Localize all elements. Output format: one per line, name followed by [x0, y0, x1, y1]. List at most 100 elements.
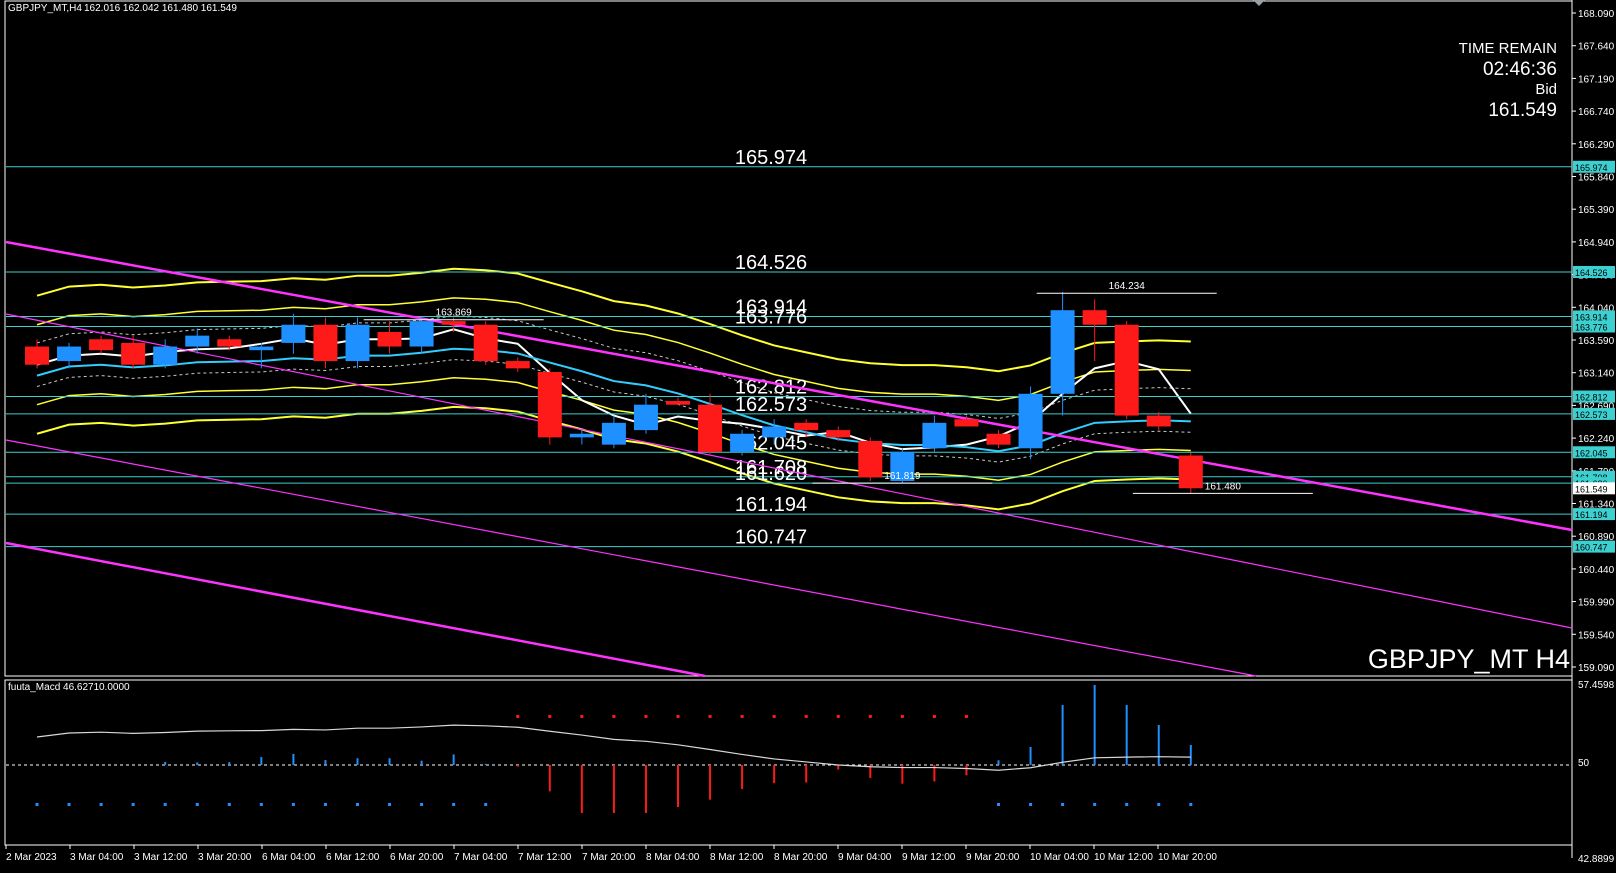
- price-level-tag: [1573, 482, 1615, 495]
- price-tick-label: 166.740: [1578, 107, 1615, 118]
- macd-axis-label: 50: [1578, 758, 1590, 769]
- indicator-value: 0.0000: [99, 682, 130, 693]
- price-level-tag: [1573, 160, 1615, 173]
- macd-signal-dot: [1093, 803, 1097, 806]
- extreme-marker-label: 164.234: [1109, 281, 1146, 292]
- time-tick-label: 9 Mar 20:00: [966, 852, 1020, 863]
- candle-body: [569, 433, 594, 438]
- extreme-marker-label: 163.869: [436, 308, 473, 319]
- macd-signal-dot: [291, 803, 295, 806]
- macd-signal-dot: [644, 715, 648, 718]
- price-level-tag-label: 165.974: [1575, 163, 1608, 173]
- price-tick-label: 160.440: [1578, 565, 1615, 576]
- macd-signal-dot: [740, 715, 744, 718]
- candle-body: [1178, 455, 1203, 489]
- macd-signal-dot: [1061, 803, 1065, 806]
- level-label: 164.526: [735, 252, 807, 274]
- level-label: 160.747: [735, 527, 807, 549]
- time-tick-label: 6 Mar 04:00: [262, 852, 316, 863]
- candle-body: [601, 422, 626, 445]
- price-level-tag: [1573, 540, 1615, 553]
- price-tick-label: 159.990: [1578, 598, 1615, 609]
- candle-body: [57, 346, 82, 362]
- candle-body: [922, 422, 947, 449]
- price-level-tag: [1573, 390, 1615, 403]
- level-label: 161.194: [735, 494, 807, 516]
- price-level-tag-label: 160.747: [1575, 543, 1608, 553]
- scroll-marker-icon: [1253, 0, 1265, 6]
- macd-signal-dot: [676, 715, 680, 718]
- price-tick-label: 159.090: [1578, 663, 1615, 674]
- time-tick-label: 7 Mar 20:00: [582, 852, 636, 863]
- macd-signal-dot: [997, 803, 1000, 806]
- price-level-tag: [1573, 265, 1615, 278]
- macd-signal-dot: [900, 715, 904, 718]
- candle-body: [249, 346, 274, 351]
- macd-signal-dot: [804, 715, 808, 718]
- level-label: 161.620: [735, 463, 807, 485]
- macd-signal-dot: [323, 803, 327, 806]
- candle-body: [1082, 310, 1107, 325]
- macd-signal-dot: [35, 803, 39, 806]
- price-tick-label: 168.090: [1578, 9, 1615, 20]
- macd-signal-dot: [1189, 803, 1193, 806]
- time-tick-label: 3 Mar 04:00: [70, 852, 124, 863]
- price-tick-label: 166.290: [1578, 140, 1615, 151]
- time-tick-label: 3 Mar 20:00: [198, 852, 252, 863]
- candle-body: [633, 404, 658, 431]
- price-tick-label: 162.240: [1578, 434, 1615, 445]
- price-tick-label: 165.390: [1578, 205, 1615, 216]
- candle-body: [217, 339, 242, 347]
- candle-body: [473, 324, 498, 362]
- level-label: 162.573: [735, 394, 807, 416]
- candle-body: [1146, 415, 1171, 427]
- macd-signal-line: [36, 724, 1191, 771]
- candle-body: [762, 426, 787, 438]
- price-level-tag-label: 162.573: [1575, 410, 1608, 420]
- time-tick-label: 7 Mar 12:00: [518, 852, 572, 863]
- macd-signal-dot: [612, 715, 616, 718]
- time-tick-label: 10 Mar 12:00: [1094, 852, 1153, 863]
- candle-body: [441, 321, 466, 325]
- extreme-marker-label: 161.819: [884, 471, 921, 482]
- macd-signal-dot: [548, 715, 552, 718]
- level-label: 165.974: [735, 147, 807, 169]
- candle-body: [409, 321, 434, 347]
- level-label: 163.914: [735, 296, 807, 318]
- channel-lower-inner-line: [5, 439, 1257, 677]
- macd-signal-dot: [163, 803, 167, 806]
- time-tick-label: 3 Mar 12:00: [134, 852, 188, 863]
- price-level-tag-label: 162.045: [1575, 448, 1608, 458]
- candle-body: [313, 324, 338, 362]
- upper-envelope-inner-line: [36, 297, 1191, 402]
- price-level-tag-label: 163.776: [1575, 322, 1608, 332]
- price-level-tag-label: 164.526: [1575, 268, 1608, 278]
- macd-signal-dot: [1157, 803, 1161, 806]
- price-level-tag: [1573, 310, 1615, 323]
- time-tick-label: 8 Mar 20:00: [774, 852, 828, 863]
- candle-body: [1050, 310, 1075, 394]
- macd-signal-dot: [964, 715, 968, 718]
- dotted-band-lower: [36, 359, 1191, 463]
- indicator-name: fuuta_Macd 46.6271: [8, 682, 100, 693]
- macd-signal-dot: [420, 803, 424, 806]
- time-tick-label: 9 Mar 04:00: [838, 852, 892, 863]
- level-label: 163.776: [735, 306, 807, 328]
- price-tick-label: 161.340: [1578, 500, 1615, 511]
- candle-body: [794, 422, 819, 431]
- macd-signal-dot: [836, 715, 840, 718]
- candle-body: [121, 342, 146, 365]
- time-tick-label: 10 Mar 20:00: [1158, 852, 1217, 863]
- macd-axis-label: 42.8899: [1578, 854, 1615, 865]
- chart-symbol-header: GBPJPY_MT,H4: [8, 3, 82, 14]
- candle-body: [698, 404, 723, 452]
- candle-body: [537, 371, 562, 438]
- chart-ohlc-header: 162.016 162.042 161.480 161.549: [84, 3, 237, 14]
- candle-body: [1114, 324, 1139, 416]
- channel-mid-line: [5, 313, 1573, 629]
- price-tick-label: 160.890: [1578, 532, 1615, 543]
- macd-signal-dot: [195, 803, 199, 806]
- macd-signal-dot: [1125, 803, 1129, 806]
